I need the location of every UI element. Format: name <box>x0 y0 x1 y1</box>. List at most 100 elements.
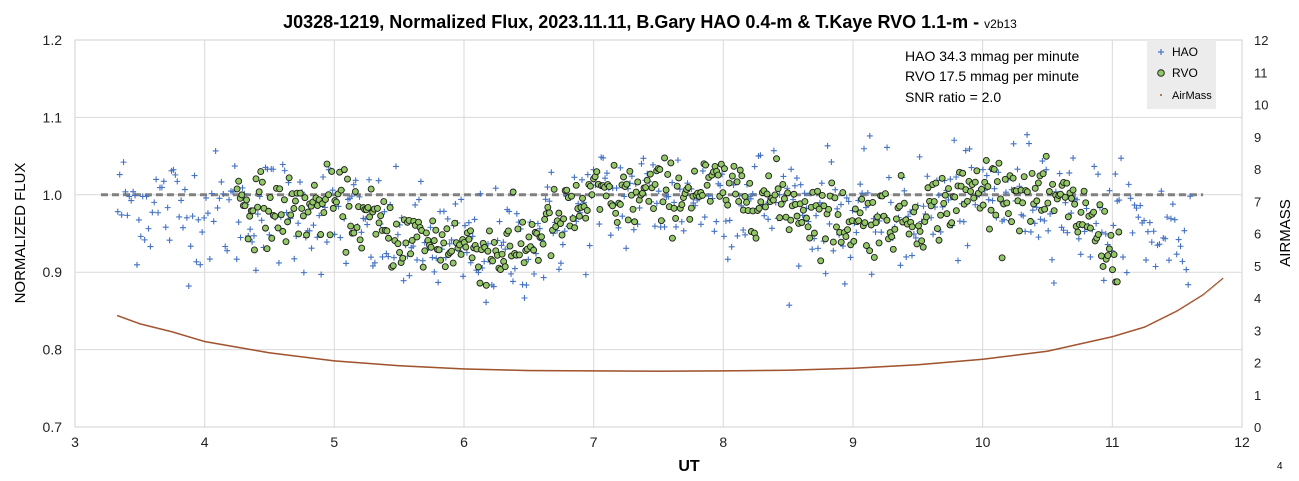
rvo-point <box>560 215 568 223</box>
rvo-point <box>538 233 545 241</box>
airmass-point <box>269 352 271 354</box>
hao-point <box>1146 219 1153 226</box>
hao-point <box>444 215 451 222</box>
airmass-point <box>279 353 281 355</box>
airmass-point <box>1107 336 1110 339</box>
rvo-point <box>328 168 336 175</box>
airmass-point <box>611 370 613 372</box>
hao-point <box>861 145 868 152</box>
airmass-point <box>751 369 753 372</box>
airmass-point <box>585 370 587 372</box>
rvo-point <box>948 219 956 227</box>
airmass-point <box>945 361 947 364</box>
hao-point <box>297 179 304 186</box>
hao-point <box>786 302 793 309</box>
airmass-point <box>861 367 864 369</box>
airmass-point <box>942 361 945 364</box>
rvo-point <box>814 187 821 195</box>
airmass-point <box>950 361 952 363</box>
rvo-point <box>257 168 265 176</box>
hao-point <box>226 196 233 203</box>
rvo-point <box>806 234 814 242</box>
rvo-point <box>582 214 590 222</box>
airmass-point <box>377 363 380 365</box>
airmass-point <box>828 368 831 370</box>
rvo-point <box>457 251 465 258</box>
airmass-point <box>172 331 174 333</box>
rvo-point <box>440 239 448 247</box>
hao-point <box>1095 171 1102 178</box>
airmass-point <box>133 320 135 323</box>
hao-point <box>166 237 173 244</box>
airmass-point <box>791 369 794 371</box>
airmass-point <box>674 370 677 372</box>
airmass-point <box>383 363 386 366</box>
rvo-point <box>1082 199 1090 207</box>
airmass-point <box>1058 347 1060 350</box>
airmass-point <box>345 361 348 363</box>
rvo-point <box>1113 278 1121 286</box>
airmass-point <box>560 369 563 372</box>
hao-point <box>972 201 979 208</box>
hao-point <box>1070 155 1077 162</box>
airmass-point <box>985 358 988 360</box>
airmass-point <box>684 370 687 372</box>
airmass-point <box>350 361 353 363</box>
airmass-point <box>934 362 936 365</box>
rvo-point <box>310 181 318 189</box>
airmass-point <box>713 370 715 372</box>
hao-point <box>1143 257 1150 264</box>
rvo-point <box>320 209 328 216</box>
hao-point <box>492 185 499 192</box>
airmass-point <box>1195 297 1198 300</box>
airmass-point <box>781 369 784 372</box>
rvo-point <box>437 256 445 264</box>
airmass-point <box>595 370 597 372</box>
airmass-point <box>774 369 776 372</box>
hao-point <box>908 252 915 259</box>
airmass-point <box>255 349 258 352</box>
rvo-point <box>918 237 926 245</box>
airmass-point <box>201 340 204 342</box>
airmass-point <box>640 370 643 372</box>
hao-point <box>628 173 635 180</box>
rvo-point <box>782 213 790 221</box>
airmass-point <box>517 369 520 372</box>
airmass-point <box>923 363 925 365</box>
x-tick-label: 9 <box>849 434 857 450</box>
hao-point <box>651 223 658 230</box>
airmass-point <box>855 367 858 369</box>
airmass-point <box>1066 345 1069 348</box>
series-rvo <box>233 152 1123 289</box>
airmass-point <box>305 356 307 359</box>
rvo-point <box>356 236 364 244</box>
rvo-point <box>484 247 492 255</box>
airmass-point <box>459 368 462 370</box>
rvo-point <box>465 235 473 243</box>
rvo-point <box>773 155 780 163</box>
airmass-point <box>786 369 789 371</box>
airmass-point <box>1027 352 1030 355</box>
rvo-point <box>940 199 948 207</box>
airmass-point <box>384 363 387 366</box>
rvo-point <box>856 209 864 217</box>
airmass-point <box>1076 343 1079 346</box>
hao-point <box>471 216 478 223</box>
airmass-point <box>772 369 774 372</box>
hao-point <box>1060 227 1067 234</box>
airmass-point <box>1015 354 1017 356</box>
airmass-point <box>432 366 435 369</box>
airmass-point <box>1122 332 1124 335</box>
airmass-point <box>592 370 595 372</box>
airmass-point <box>439 366 441 369</box>
airmass-point <box>1216 281 1219 284</box>
airmass-point <box>448 367 451 369</box>
rvo-point <box>394 240 402 248</box>
rvo-point <box>386 204 394 212</box>
airmass-point <box>515 369 517 371</box>
hao-point <box>371 259 378 266</box>
rvo-point <box>938 174 946 182</box>
airmass-point <box>874 366 876 368</box>
rvo-point <box>520 259 528 267</box>
airmass-point <box>799 369 801 371</box>
